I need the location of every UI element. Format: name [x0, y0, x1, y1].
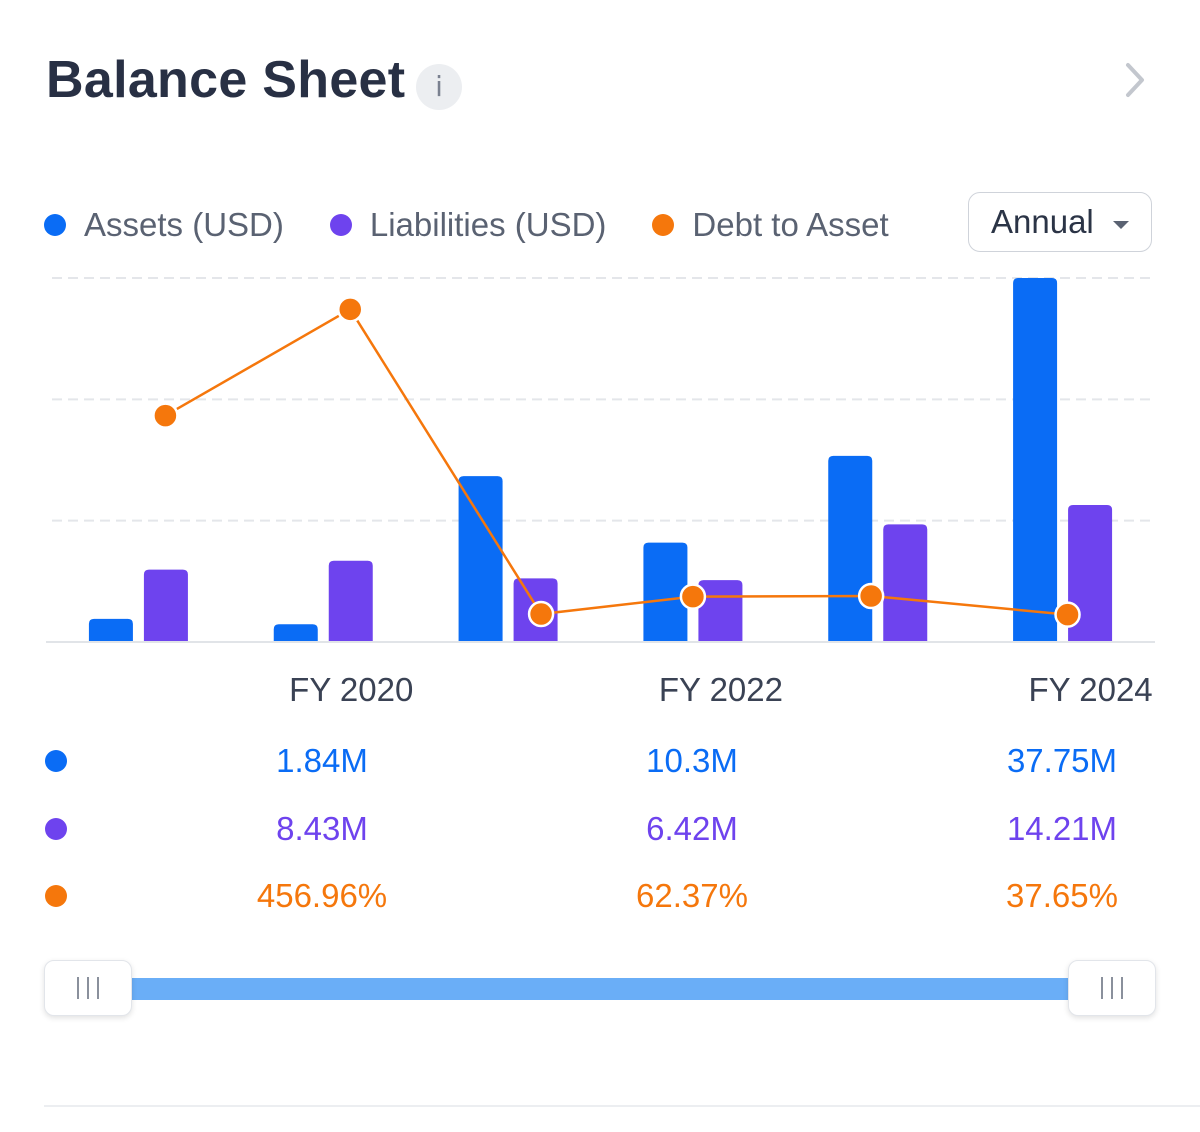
legend-item-assets[interactable]: Assets (USD)	[44, 206, 284, 244]
debt-to-asset-point	[152, 402, 179, 429]
table-cell: 62.37%	[636, 877, 748, 914]
table-cell: 456.96%	[256, 877, 388, 914]
table-row-debt-to-asset: 456.96% 62.37% 37.65%	[0, 871, 1200, 921]
page-title: Balance Sheet	[46, 51, 406, 109]
debt-to-asset-point	[679, 583, 707, 610]
chevron-right-icon[interactable]	[1116, 60, 1156, 100]
table-row-liabilities: 8.43M 6.42M 14.21M	[0, 804, 1200, 854]
bar-assets	[458, 476, 503, 642]
bar-liabilities	[1068, 504, 1113, 642]
table-cell: 1.84M	[276, 742, 368, 779]
bar-assets	[828, 455, 873, 642]
caret-down-icon	[1113, 221, 1129, 229]
legend-item-debt-to-asset[interactable]: Debt to Asset	[652, 206, 889, 244]
range-slider-track[interactable]	[114, 978, 1086, 1000]
bar-assets	[643, 542, 688, 642]
bar-liabilities	[328, 560, 373, 642]
period-select[interactable]: Annual	[968, 192, 1152, 252]
debt-to-asset-dot-icon	[652, 214, 675, 236]
chart-legend: Assets (USD) Liabilities (USD) Debt to A…	[44, 200, 889, 250]
grip-line	[87, 977, 89, 999]
bar-liabilities	[143, 569, 188, 642]
x-tick-label: FY 2020	[289, 671, 413, 708]
grip-line	[1121, 977, 1123, 999]
bar-liabilities	[883, 524, 928, 642]
debt-to-asset-point	[857, 582, 885, 610]
table-cell: 6.42M	[646, 810, 738, 847]
divider	[44, 1105, 1200, 1107]
grip-line	[1101, 977, 1103, 999]
table-cell: 10.3M	[646, 742, 738, 779]
legend-item-liabilities[interactable]: Liabilities (USD)	[329, 206, 607, 244]
grip-line	[1111, 977, 1113, 999]
grip-line	[77, 977, 79, 999]
debt-to-asset-dot-icon	[45, 885, 67, 907]
grip-line	[97, 977, 99, 999]
info-icon[interactable]: i	[416, 64, 462, 110]
bar-liabilities	[698, 580, 743, 642]
legend-label-debt-to-asset: Debt to Asset	[692, 206, 889, 243]
table-cell: 8.43M	[276, 810, 368, 847]
bar-assets	[273, 624, 318, 642]
range-slider[interactable]	[44, 960, 1156, 1018]
table-row-assets: 1.84M 10.3M 37.75M	[0, 736, 1200, 786]
range-slider-end-handle[interactable]	[1068, 960, 1156, 1016]
bar-assets	[1013, 278, 1058, 642]
liabilities-dot-icon	[45, 818, 67, 840]
debt-to-asset-point	[527, 600, 555, 628]
table-cell: 37.75M	[1006, 742, 1118, 779]
table-cell: 37.65%	[1006, 877, 1118, 914]
balance-sheet-chart: FY 2020 FY 2022 FY 2024	[46, 277, 1155, 708]
table-cell: 14.21M	[1006, 810, 1118, 847]
x-tick-label: FY 2022	[659, 671, 783, 708]
x-tick-label: FY 2024	[1029, 671, 1153, 708]
debt-to-asset-point	[337, 296, 364, 323]
assets-dot-icon	[45, 750, 67, 772]
debt-to-asset-line	[164, 307, 1068, 616]
legend-label-liabilities: Liabilities (USD)	[369, 206, 607, 243]
bar-assets	[88, 618, 133, 642]
period-select-value: Annual	[991, 203, 1094, 240]
range-slider-start-handle[interactable]	[44, 960, 132, 1016]
assets-dot-icon	[44, 214, 66, 236]
debt-to-asset-point	[1054, 601, 1081, 628]
liabilities-dot-icon	[329, 214, 352, 236]
legend-label-assets: Assets (USD)	[84, 206, 284, 243]
